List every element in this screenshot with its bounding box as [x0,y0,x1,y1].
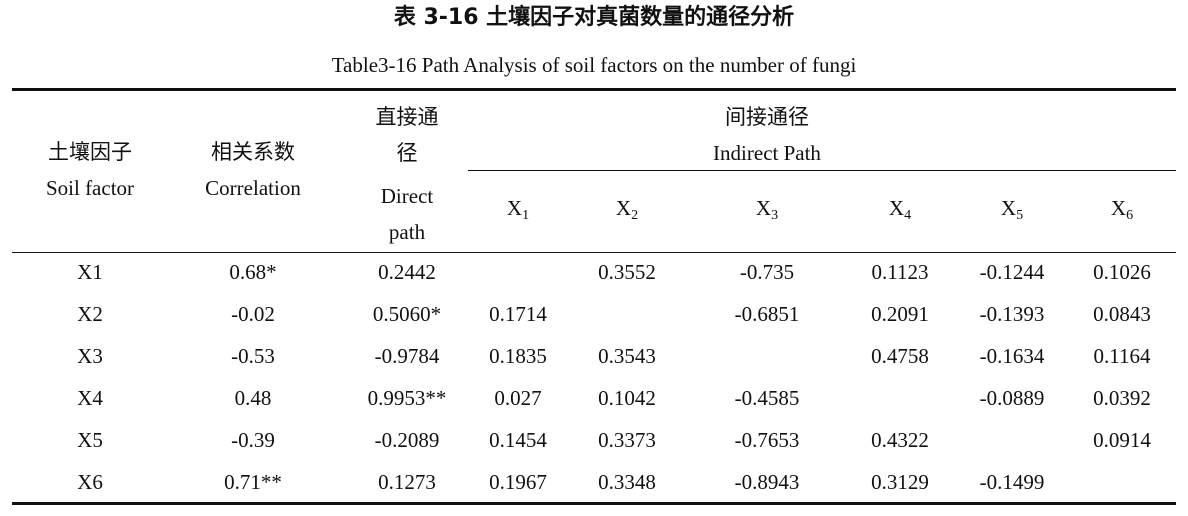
table-cell: 0.3543 [598,344,656,368]
column-sub: 2 [631,208,639,223]
table-cell: 0.3129 [871,470,929,494]
column-sub: 3 [771,208,779,223]
column-header: X6 [1111,190,1133,234]
table-cell: 0.027 [494,386,542,410]
table-cell: 0.4758 [871,344,929,368]
table-cell: -0.6851 [734,302,800,326]
table-cell: -0.1499 [979,470,1045,494]
column-sub: 4 [904,208,912,223]
table-cell: 0.1714 [489,302,547,326]
table-cell: X5 [77,428,103,452]
table-cell: 0.1164 [1093,344,1151,368]
table-cell: 0.48 [234,386,272,410]
table-cell: -0.0889 [979,386,1045,410]
table-cell: -0.1393 [979,302,1045,326]
table-cell: 0.68* [229,260,277,284]
table-cell: -0.7653 [734,428,800,452]
column-sub: 1 [522,208,530,223]
table-cell: 0.1273 [378,470,436,494]
table-cell: X4 [77,386,103,410]
table-cell: -0.8943 [734,470,800,494]
table-cell: -0.02 [231,302,275,326]
header-cn: 相关系数 [211,140,295,164]
table-cell: X2 [77,302,103,326]
column-sub: 5 [1016,208,1024,223]
table-cell: 0.1026 [1093,260,1151,284]
table-cell: 0.3373 [598,428,656,452]
table-cell: -0.4585 [734,386,800,410]
column-header: X4 [889,190,911,234]
header-en: Correlation [205,176,301,200]
top-rule [12,88,1176,91]
table-cell: 0.0914 [1093,428,1151,452]
column-base: X [615,196,632,220]
table-cell: 0.9953** [367,386,447,410]
header-en: Indirect Path [713,141,821,165]
column-header: X3 [756,190,778,234]
header-en: Soil factor [45,176,135,200]
table-cell: 0.0392 [1093,386,1151,410]
table-cell: 0.2091 [871,302,929,326]
header-en: Direct path [380,184,434,244]
table-cell: X6 [77,470,103,494]
table-cell: 0.5060* [372,302,442,326]
header-cn: 土壤因子 [48,140,132,164]
column-base: X [755,196,772,220]
table-cell: -0.2089 [374,428,440,452]
table-cell: 0.1123 [871,260,929,284]
table-cell: 0.1454 [489,428,547,452]
table-cell: -0.735 [739,260,795,284]
table-cell: -0.1244 [979,260,1045,284]
table-cell: 0.3348 [598,470,656,494]
table-cell: 0.3552 [598,260,656,284]
column-base: X [888,196,905,220]
table-cell: X1 [77,260,103,284]
header-cn: 间接通径 [725,105,809,129]
table-cell: 0.1835 [489,344,547,368]
indirect-rule [468,170,1176,171]
table-cell: -0.39 [231,428,275,452]
bottom-rule [12,502,1176,505]
table-cell: -0.53 [231,344,275,368]
table-cell: 0.4322 [871,428,929,452]
table-cell: 0.1042 [598,386,656,410]
header-cn: 直接通径 [375,105,439,165]
column-header: X1 [507,190,529,234]
table-cell: 0.71** [224,470,282,494]
title-cn: 表 3-16 土壤因子对真菌数量的通径分析 [393,5,795,30]
header-rule [12,252,1176,253]
column-base: X [1000,196,1017,220]
table-cell: 0.2442 [378,260,436,284]
column-header: X2 [616,190,638,234]
table-cell: -0.1634 [979,344,1045,368]
column-header: X5 [1001,190,1023,234]
table-cell: 0.1967 [489,470,547,494]
column-base: X [506,196,523,220]
title-en: Table3-16 Path Analysis of soil factors … [331,53,857,77]
table-cell: X3 [77,344,103,368]
table-cell: 0.0843 [1093,302,1151,326]
table-cell: -0.9784 [374,344,440,368]
column-sub: 6 [1126,208,1134,223]
column-base: X [1110,196,1127,220]
